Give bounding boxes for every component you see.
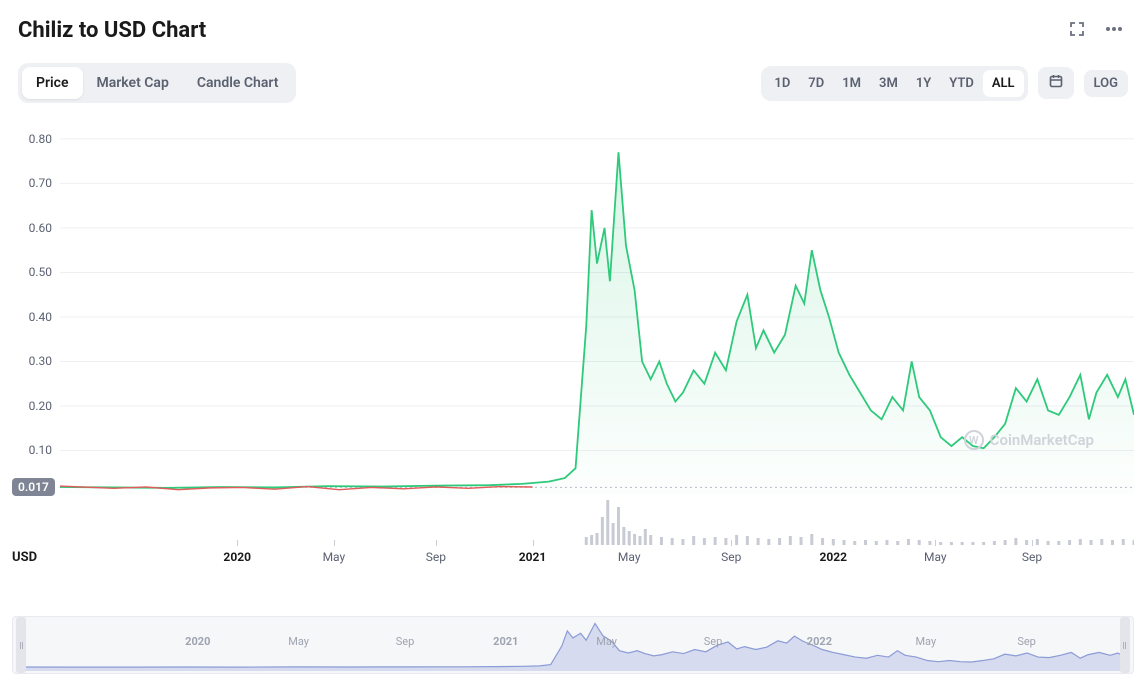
fullscreen-icon[interactable] (1068, 20, 1086, 42)
range-1d[interactable]: 1D (765, 70, 799, 97)
tab-price[interactable]: Price (22, 67, 83, 99)
tab-candle-chart[interactable]: Candle Chart (183, 67, 293, 99)
chart-plot-area[interactable] (60, 130, 1134, 495)
x-tick: Sep (721, 550, 741, 564)
page-title: Chiliz to USD Chart (18, 18, 206, 43)
x-tick: May (618, 550, 641, 564)
x-tick: May (924, 550, 947, 564)
range-1y[interactable]: 1Y (907, 70, 940, 97)
tab-market-cap[interactable]: Market Cap (83, 67, 183, 99)
range-1m[interactable]: 1M (833, 70, 870, 97)
x-tick: 2022 (819, 550, 847, 564)
x-tick: 2021 (519, 550, 547, 564)
x-tick: 2020 (223, 550, 251, 564)
more-icon[interactable] (1104, 20, 1124, 42)
y-tick: 0.70 (29, 176, 52, 190)
x-tick: Sep (426, 550, 446, 564)
log-scale-button[interactable]: LOG (1084, 70, 1128, 97)
navigator-left-handle[interactable] (16, 617, 26, 673)
range-all[interactable]: ALL (983, 70, 1024, 97)
chart-mode-tabs: PriceMarket CapCandle Chart (18, 63, 296, 103)
y-tick: 0.20 (29, 399, 52, 413)
y-tick: 0.50 (29, 265, 52, 279)
time-range-group: 1D7D1M3M1YYTDALL (761, 66, 1027, 101)
x-tick: Sep (1022, 550, 1042, 564)
y-tick: 0.60 (29, 221, 52, 235)
current-price-badge: 0.017 (12, 478, 55, 496)
volume-bars (60, 500, 1134, 545)
y-tick: 0.30 (29, 354, 52, 368)
navigator-right-handle[interactable] (1120, 617, 1130, 673)
currency-label: USD (12, 550, 37, 565)
range-3m[interactable]: 3M (870, 70, 907, 97)
range-ytd[interactable]: YTD (940, 70, 983, 97)
y-tick: 0.10 (29, 443, 52, 457)
x-tick: May (323, 550, 346, 564)
range-7d[interactable]: 7D (799, 70, 833, 97)
price-chart: 0.10 0.20 0.30 0.40 0.50 0.60 0.70 0.80 0.017 U… (12, 130, 1134, 570)
date-range-button[interactable] (1038, 67, 1074, 99)
y-tick: 0.80 (29, 132, 52, 146)
time-navigator[interactable]: 2020MaySep2021MaySep2022MaySep (12, 616, 1134, 674)
y-tick: 0.40 (29, 310, 52, 324)
